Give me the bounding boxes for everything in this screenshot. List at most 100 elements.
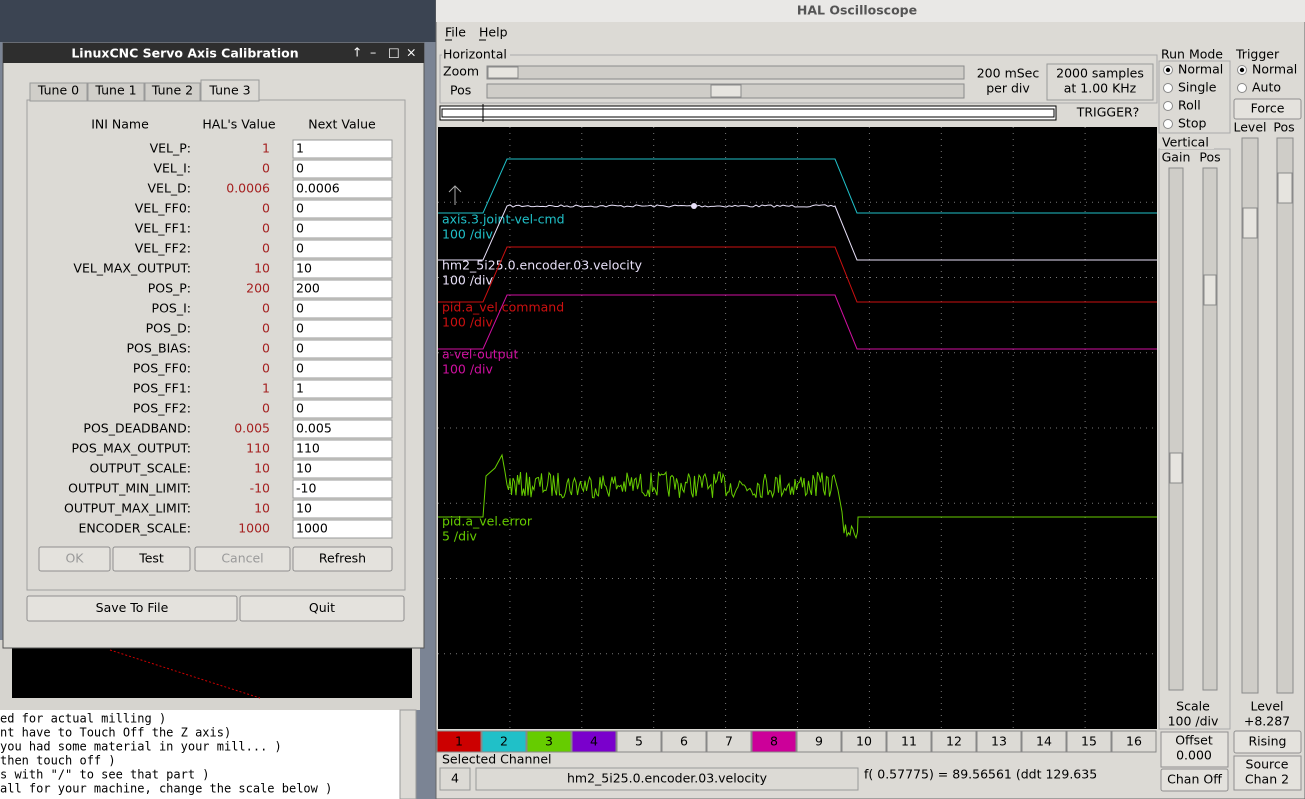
value-entry[interactable] <box>292 139 393 159</box>
value-entry[interactable] <box>292 419 393 439</box>
channel-label: 7 <box>725 734 733 749</box>
tab[interactable]: Tune 3 <box>200 79 260 102</box>
channel-name-box[interactable] <box>475 767 859 791</box>
channel-button[interactable]: 8 <box>751 730 797 753</box>
tab-bg <box>200 79 260 102</box>
value-entry[interactable] <box>292 239 393 259</box>
slider-thumb[interactable] <box>1203 274 1217 306</box>
channel-button[interactable]: 2 <box>481 730 527 753</box>
value-entry[interactable] <box>292 179 393 199</box>
button-label: Save To File <box>96 600 169 615</box>
trace-scale: 100 /div <box>442 315 493 330</box>
scrollbar[interactable] <box>399 709 417 799</box>
radio[interactable]: Auto <box>1237 80 1282 95</box>
channel-bg <box>436 730 482 753</box>
channel-button[interactable]: 11 <box>886 730 932 753</box>
rate: 200 mSec <box>977 66 1040 81</box>
channel-button[interactable]: 9 <box>796 730 842 753</box>
ini-name: POS_D: <box>146 321 191 336</box>
value-entry[interactable] <box>292 159 393 179</box>
tab[interactable]: Tune 1 <box>87 82 145 102</box>
button-label: Cancel <box>221 551 263 566</box>
value-entry[interactable] <box>292 319 393 339</box>
value-entry[interactable] <box>292 499 393 519</box>
hal-value: 1000 <box>238 521 270 536</box>
value-entry[interactable] <box>292 519 393 539</box>
channel-button[interactable]: 16 <box>1111 730 1157 753</box>
button[interactable]: Refresh <box>292 546 393 572</box>
button[interactable]: Test <box>112 546 191 572</box>
radio[interactable]: Normal <box>1237 62 1298 77</box>
title-control[interactable]: × <box>406 45 416 60</box>
button-label: Offset <box>1175 733 1213 748</box>
slider[interactable] <box>1241 137 1259 694</box>
value-entry[interactable] <box>292 359 393 379</box>
radio[interactable]: Single <box>1163 80 1217 95</box>
record-window <box>441 108 1055 118</box>
button[interactable]: OK <box>38 546 111 572</box>
button[interactable]: Cancel <box>194 546 291 572</box>
value-entry[interactable] <box>292 339 393 359</box>
channel-button[interactable]: 14 <box>1021 730 1067 753</box>
radio[interactable]: Normal <box>1163 62 1224 77</box>
title-control[interactable]: □ <box>388 45 400 60</box>
value-entry[interactable] <box>292 259 393 279</box>
value-entry[interactable] <box>292 279 393 299</box>
slider-thumb[interactable] <box>710 84 742 98</box>
button-bg <box>194 546 291 572</box>
channel-button[interactable]: 5 <box>616 730 662 753</box>
slider[interactable] <box>1202 167 1218 691</box>
trigger-arrow <box>448 185 462 205</box>
button[interactable]: Force <box>1233 98 1302 120</box>
channel-button[interactable]: 12 <box>931 730 977 753</box>
title-control[interactable]: – <box>370 45 376 60</box>
value-entry[interactable] <box>292 479 393 499</box>
channel-button[interactable]: 13 <box>976 730 1022 753</box>
radio-dot <box>1237 83 1247 93</box>
channel-button[interactable]: 6 <box>661 730 707 753</box>
channel-button[interactable]: 3 <box>526 730 572 753</box>
radio[interactable]: Stop <box>1163 116 1207 131</box>
channel-button[interactable]: 15 <box>1066 730 1112 753</box>
channel-button[interactable]: 10 <box>841 730 887 753</box>
button[interactable]: Quit <box>239 595 405 622</box>
menu-item[interactable]: File <box>445 25 466 41</box>
label: Gain <box>1162 150 1191 165</box>
tab[interactable]: Tune 0 <box>29 82 88 102</box>
next-value: 0 <box>296 401 304 416</box>
slider[interactable] <box>486 65 965 80</box>
button[interactable]: Rising <box>1233 730 1302 754</box>
tab[interactable]: Tune 2 <box>144 82 201 102</box>
slider[interactable] <box>1168 167 1184 691</box>
channel-button[interactable]: 4 <box>571 730 617 753</box>
channel-bg <box>841 730 887 753</box>
value-entry[interactable] <box>292 299 393 319</box>
gcode-line: ed for actual milling ) <box>0 712 166 726</box>
button[interactable]: Save To File <box>26 595 238 622</box>
radio-mark <box>1239 67 1245 73</box>
radio[interactable]: Roll <box>1163 98 1201 113</box>
radio-label: Normal <box>1178 62 1223 77</box>
slider[interactable] <box>1276 137 1294 694</box>
ini-name: POS_MAX_OUTPUT: <box>72 441 192 456</box>
ini-name: POS_FF2: <box>133 401 191 416</box>
menu-item[interactable]: Help <box>479 25 508 41</box>
button[interactable]: Chan Off <box>1160 768 1229 792</box>
channel-button[interactable]: 1 <box>436 730 482 753</box>
title-control[interactable]: ↑ <box>352 45 362 60</box>
value-entry[interactable] <box>292 399 393 419</box>
slider-thumb[interactable] <box>487 66 519 79</box>
slider-thumb[interactable] <box>1277 172 1293 204</box>
value-entry[interactable] <box>292 219 393 239</box>
button-label: Refresh <box>319 551 366 566</box>
value-entry[interactable] <box>292 379 393 399</box>
value-entry[interactable] <box>292 459 393 479</box>
value-entry[interactable] <box>292 199 393 219</box>
channel-button[interactable]: 7 <box>706 730 752 753</box>
slider-thumb[interactable] <box>1242 207 1258 239</box>
slider-thumb[interactable] <box>1169 452 1183 484</box>
value-entry[interactable] <box>292 439 393 459</box>
